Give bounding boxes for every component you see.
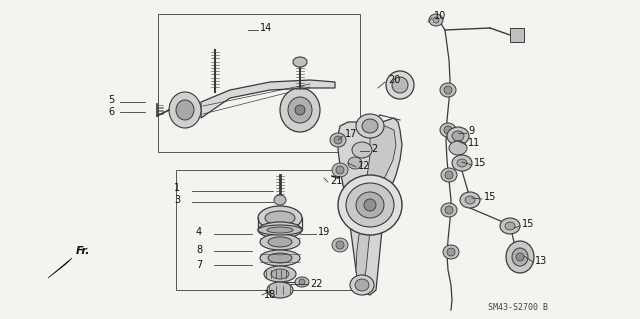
- Ellipse shape: [445, 206, 453, 214]
- Text: 22: 22: [310, 279, 323, 289]
- Ellipse shape: [267, 227, 293, 233]
- Ellipse shape: [364, 199, 376, 211]
- Ellipse shape: [169, 92, 201, 128]
- Ellipse shape: [447, 127, 469, 145]
- Ellipse shape: [516, 253, 524, 261]
- Ellipse shape: [258, 225, 302, 235]
- Text: 10: 10: [434, 11, 446, 21]
- Ellipse shape: [392, 77, 408, 93]
- Ellipse shape: [280, 88, 320, 132]
- Text: 2: 2: [371, 144, 377, 154]
- Bar: [176, 170, 372, 290]
- Ellipse shape: [268, 253, 292, 263]
- Text: 3: 3: [174, 195, 180, 205]
- Text: Fr.: Fr.: [76, 246, 90, 256]
- Polygon shape: [510, 28, 524, 42]
- Text: 15: 15: [522, 219, 534, 229]
- Ellipse shape: [356, 192, 384, 218]
- Text: 1: 1: [174, 183, 180, 193]
- Polygon shape: [48, 258, 72, 278]
- Ellipse shape: [176, 100, 194, 120]
- Ellipse shape: [505, 222, 515, 230]
- Polygon shape: [338, 118, 402, 295]
- Ellipse shape: [449, 141, 467, 155]
- Ellipse shape: [268, 237, 292, 247]
- Text: 20: 20: [388, 75, 401, 85]
- Text: 19: 19: [318, 227, 330, 237]
- Ellipse shape: [355, 279, 369, 291]
- Polygon shape: [201, 80, 335, 118]
- Ellipse shape: [350, 275, 374, 295]
- Text: 15: 15: [484, 192, 497, 202]
- Ellipse shape: [260, 250, 300, 266]
- Ellipse shape: [334, 136, 342, 144]
- Text: 12: 12: [358, 161, 371, 171]
- Ellipse shape: [465, 196, 475, 204]
- Ellipse shape: [258, 206, 302, 230]
- Text: 7: 7: [196, 260, 202, 270]
- Ellipse shape: [348, 157, 362, 169]
- Ellipse shape: [386, 71, 414, 99]
- Ellipse shape: [440, 83, 456, 97]
- Ellipse shape: [338, 175, 402, 235]
- Ellipse shape: [336, 241, 344, 249]
- Text: 11: 11: [468, 138, 480, 148]
- Text: 8: 8: [196, 245, 202, 255]
- Ellipse shape: [258, 222, 302, 238]
- Ellipse shape: [440, 123, 456, 137]
- Ellipse shape: [500, 218, 520, 234]
- Ellipse shape: [332, 163, 348, 177]
- Ellipse shape: [362, 119, 378, 133]
- Text: 21: 21: [330, 176, 342, 186]
- Ellipse shape: [452, 155, 472, 171]
- Text: 4: 4: [196, 227, 202, 237]
- Polygon shape: [356, 126, 396, 288]
- Text: 6: 6: [108, 107, 114, 117]
- Ellipse shape: [457, 159, 467, 167]
- Ellipse shape: [295, 277, 309, 287]
- Ellipse shape: [271, 269, 289, 279]
- Text: SM43-S2700 B: SM43-S2700 B: [488, 303, 548, 313]
- Ellipse shape: [288, 97, 312, 123]
- Ellipse shape: [264, 266, 296, 282]
- Text: 15: 15: [474, 158, 486, 168]
- Ellipse shape: [267, 282, 293, 298]
- Ellipse shape: [444, 126, 452, 134]
- Ellipse shape: [512, 248, 528, 266]
- Ellipse shape: [445, 171, 453, 179]
- Ellipse shape: [260, 234, 300, 250]
- Ellipse shape: [330, 133, 346, 147]
- Text: 18: 18: [264, 290, 276, 300]
- Ellipse shape: [336, 166, 344, 174]
- Ellipse shape: [460, 192, 480, 208]
- Ellipse shape: [452, 131, 464, 141]
- Ellipse shape: [274, 195, 286, 205]
- Ellipse shape: [265, 211, 295, 225]
- Text: 14: 14: [260, 23, 272, 33]
- Ellipse shape: [433, 17, 439, 23]
- Ellipse shape: [429, 14, 443, 26]
- Text: 9: 9: [468, 126, 474, 136]
- Ellipse shape: [356, 114, 384, 138]
- Ellipse shape: [352, 142, 372, 158]
- Text: 5: 5: [108, 95, 115, 105]
- Bar: [158, 14, 360, 152]
- Ellipse shape: [441, 203, 457, 217]
- Ellipse shape: [506, 241, 534, 273]
- Ellipse shape: [346, 183, 394, 227]
- Ellipse shape: [295, 105, 305, 115]
- Ellipse shape: [443, 245, 459, 259]
- Ellipse shape: [299, 279, 305, 285]
- Ellipse shape: [332, 238, 348, 252]
- Ellipse shape: [441, 168, 457, 182]
- Ellipse shape: [447, 248, 455, 256]
- Ellipse shape: [444, 86, 452, 94]
- Text: 17: 17: [345, 129, 357, 139]
- Ellipse shape: [293, 57, 307, 67]
- Text: 13: 13: [535, 256, 547, 266]
